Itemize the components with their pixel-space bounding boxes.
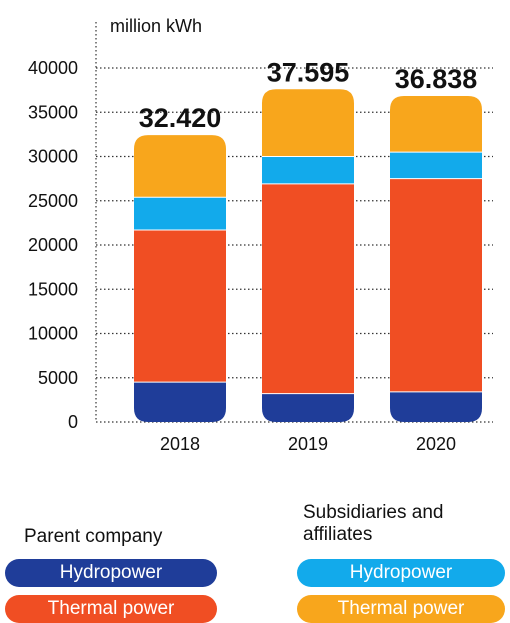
legend-parent-title: Parent company: [24, 526, 163, 547]
legend-parent-thermal-power: Thermal power: [5, 595, 217, 623]
y-tick-label: 40000: [28, 58, 78, 78]
bar-total-label: 36.838: [395, 64, 478, 94]
x-tick-label: 2018: [160, 434, 200, 454]
bar-segment: [134, 229, 226, 383]
bar-segment: [134, 197, 226, 230]
x-tick-label: 2020: [416, 434, 456, 454]
bar-segment: [134, 382, 226, 422]
bar-segment: [390, 95, 482, 153]
labels: 0 5000 10000 15000 20000 25000 30000 35000 40000…: [28, 57, 477, 454]
bar-total-label: 37.595: [267, 57, 350, 87]
bar-segment: [262, 156, 354, 184]
bar-segment: [262, 183, 354, 394]
y-axis-unit-label: million kWh: [110, 16, 202, 36]
stacked-bar-chart: million kWh 0 5000 10000 15000 20000 25000 300…: [28, 16, 493, 454]
bar-segment: [390, 178, 482, 392]
x-tick-label: 2019: [288, 434, 328, 454]
bars: [134, 89, 482, 422]
bar-segment: [390, 152, 482, 179]
y-tick-label: 25000: [28, 191, 78, 211]
bar-segment: [262, 89, 354, 157]
y-tick-label: 10000: [28, 324, 78, 344]
bar-segment: [262, 393, 354, 422]
y-tick-label: 15000: [28, 279, 78, 299]
bar-segment: [390, 391, 482, 422]
legend-subsidiaries-title-line1: Subsidiaries and: [303, 502, 444, 523]
gridlines: [95, 22, 493, 423]
legend-parent-hydropower: Hydropower: [5, 559, 217, 587]
legend-subsidiaries-title-line2: affiliates: [303, 524, 373, 545]
y-tick-label: 5000: [38, 368, 78, 388]
legend-subsidiaries-hydropower: Hydropower: [297, 559, 505, 587]
y-tick-label: 20000: [28, 235, 78, 255]
legend-subsidiaries-thermal-power: Thermal power: [297, 595, 505, 623]
y-tick-label: 30000: [28, 147, 78, 167]
y-tick-label: 0: [68, 412, 78, 432]
y-tick-label: 35000: [28, 102, 78, 122]
bar-segment: [134, 135, 226, 198]
bar-total-label: 32.420: [139, 103, 222, 133]
